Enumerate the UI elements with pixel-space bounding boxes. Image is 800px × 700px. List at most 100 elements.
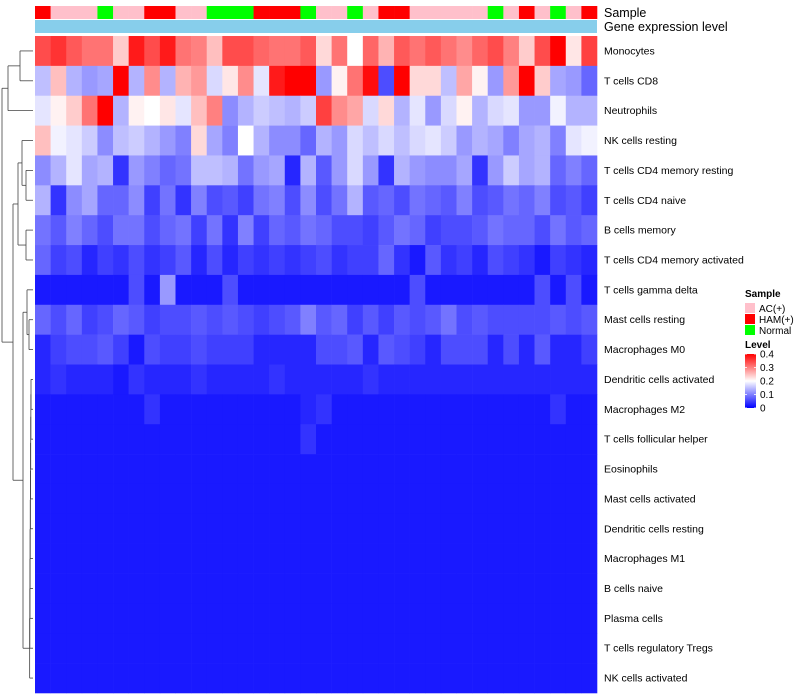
sample-annotation-cell (50, 6, 67, 19)
heatmap-cell (347, 573, 364, 604)
heatmap-cell (284, 454, 301, 485)
heatmap-cell (440, 483, 457, 515)
heatmap-cell (284, 125, 301, 156)
row-label: T cells CD8 (604, 75, 658, 87)
heatmap-cell (191, 364, 208, 395)
heatmap-cell (503, 304, 520, 335)
heatmap-cell (81, 573, 98, 604)
heatmap-cell (50, 185, 67, 216)
heatmap-cell (456, 334, 473, 365)
heatmap-cell (144, 185, 161, 216)
sample-annotation-cell (237, 6, 254, 19)
heatmap-cell (425, 454, 442, 485)
heatmap-cell (565, 424, 582, 455)
heatmap-cell (222, 274, 239, 306)
heatmap-cell (394, 65, 410, 97)
heatmap-cell (534, 543, 551, 574)
heatmap-cell (300, 394, 317, 425)
heatmap-cell (378, 364, 395, 395)
heatmap-cell (440, 334, 457, 365)
heatmap-cell (316, 245, 332, 276)
heatmap-cell (362, 364, 379, 395)
heatmap-cell (222, 663, 239, 694)
heatmap-cell (206, 245, 223, 276)
heatmap-cell (159, 185, 176, 216)
heatmap-cell (97, 185, 114, 216)
heatmap-cell (581, 364, 598, 395)
heatmap-cell (81, 155, 98, 186)
heatmap-cell (534, 185, 551, 216)
heatmap-cell (472, 245, 489, 276)
heatmap-cell (300, 483, 317, 515)
row-label: T cells regulatory Tregs (604, 643, 713, 655)
heatmap-cell (362, 215, 379, 246)
heatmap-cell (206, 215, 223, 246)
heatmap-cell (128, 185, 145, 216)
heatmap-cell (518, 543, 535, 574)
heatmap-cell (35, 603, 51, 634)
heatmap-cell (347, 543, 364, 574)
heatmap-cell (409, 36, 426, 67)
annotation-label-gene-expression: Gene expression level (604, 20, 728, 34)
heatmap-cell (503, 633, 520, 664)
heatmap-cell (425, 95, 442, 126)
heatmap-cell (81, 454, 98, 485)
heatmap-cell (503, 543, 520, 574)
heatmap-cell (534, 36, 551, 67)
heatmap-cell (456, 274, 473, 306)
heatmap-cell (456, 185, 473, 216)
heatmap-cell (81, 215, 98, 246)
heatmap-cell (191, 65, 208, 97)
heatmap-cell (472, 334, 489, 365)
heatmap-cell (97, 394, 114, 425)
heatmap-cell (97, 245, 114, 276)
heatmap-cell (378, 454, 395, 485)
sample-annotation-cell (97, 6, 114, 19)
heatmap-cell (175, 304, 192, 335)
heatmap-cell (206, 513, 223, 544)
heatmap-cell (394, 95, 410, 126)
heatmap-cell (487, 424, 504, 455)
heatmap-cell (237, 65, 254, 97)
heatmap-cell (487, 215, 504, 246)
heatmap-cell (175, 364, 192, 395)
row-label: T cells CD4 memory activated (604, 254, 744, 266)
heatmap-cell (269, 394, 286, 425)
heatmap-cell (316, 95, 332, 126)
heatmap-cell (425, 513, 442, 544)
heatmap-cell (472, 663, 489, 694)
row-label: NK cells resting (604, 135, 677, 147)
sample-annotation-cell (128, 6, 145, 19)
heatmap-cell (159, 125, 176, 156)
heatmap-cell (472, 483, 489, 515)
heatmap-cell (518, 424, 535, 455)
heatmap-cell (550, 543, 567, 574)
heatmap-cell (565, 95, 582, 126)
heatmap-cell (565, 364, 582, 395)
heatmap-cell (144, 215, 161, 246)
heatmap-cell (581, 304, 598, 335)
heatmap-cell (316, 603, 332, 634)
heatmap-cell (159, 36, 176, 67)
heatmap-cell (331, 483, 348, 515)
heatmap-cell (487, 364, 504, 395)
heatmap-cell (144, 36, 161, 67)
heatmap-cell (206, 454, 223, 485)
heatmap-cell (581, 573, 598, 604)
heatmap-cell (144, 245, 161, 276)
heatmap-cell (81, 543, 98, 574)
heatmap-cell (97, 215, 114, 246)
heatmap-cell (440, 603, 457, 634)
heatmap-cell (66, 573, 83, 604)
heatmap-cell (440, 663, 457, 694)
heatmap-cell (191, 125, 208, 156)
heatmap-cell (581, 454, 598, 485)
heatmap-cell (503, 424, 520, 455)
heatmap-cell (97, 573, 114, 604)
heatmap-cell (581, 155, 598, 186)
heatmap-cell (159, 65, 176, 97)
heatmap-cell (81, 364, 98, 395)
sample-annotation-cell (472, 6, 489, 19)
heatmap-cell (66, 95, 83, 126)
heatmap-cell (175, 513, 192, 544)
